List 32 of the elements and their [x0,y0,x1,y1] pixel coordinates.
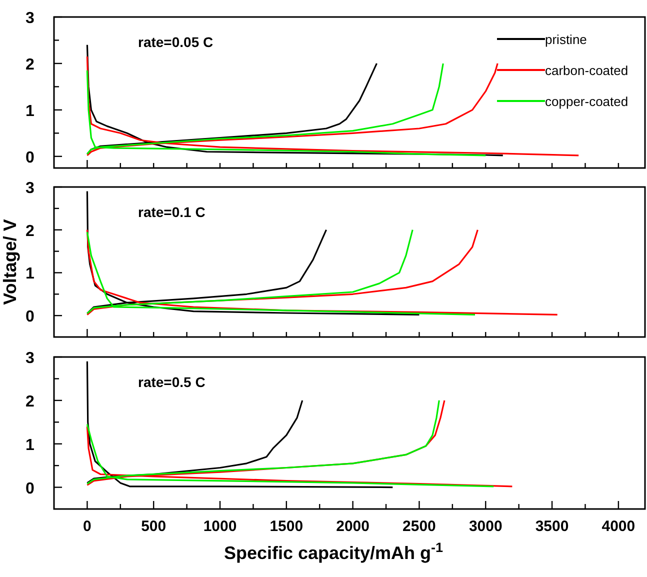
text: rate=0.5 C [138,374,206,390]
x-tick-label: 2000 [336,518,370,535]
x-tick-label: 3500 [535,518,569,535]
y-tick-label: 3 [26,180,35,197]
x-tick-label: 1500 [270,518,304,535]
x-tick-label: 1000 [203,518,237,535]
legend-label: carbon-coated [545,63,628,78]
y-tick-label: 0 [26,480,35,498]
x-tick-label: 0 [83,518,92,535]
y-tick-label: 2 [26,222,35,240]
y-tick-label: 1 [26,266,35,283]
text: rate=0.05 C [138,34,214,50]
line-series [86,229,558,316]
x-tick-label: 500 [141,518,166,535]
y-tick-label: 0 [26,308,35,326]
x-axis-title: Specific capacity/mAh g$^{-1}$ [224,540,444,563]
x-tick-label: 4000 [602,518,636,535]
y-tick-label: 3 [26,350,35,367]
y-tick-label: 3 [26,10,35,27]
y-tick-label: 1 [26,102,35,120]
y-tick-label: 2 [26,56,35,74]
legend-label: copper-coated [545,94,628,109]
legend-label: pristine [545,32,587,47]
line-series [86,360,394,488]
y-tick-label: 1 [26,436,35,454]
x-tick-label: 3000 [468,518,502,535]
line-series [86,190,420,316]
text: rate=0.1 C [138,204,206,220]
y-tick-label: 0 [26,149,35,166]
x-tick-label: 2500 [402,518,436,535]
y-axis-title: Voltage/ V [0,219,20,305]
y-tick-label: 2 [26,393,35,410]
